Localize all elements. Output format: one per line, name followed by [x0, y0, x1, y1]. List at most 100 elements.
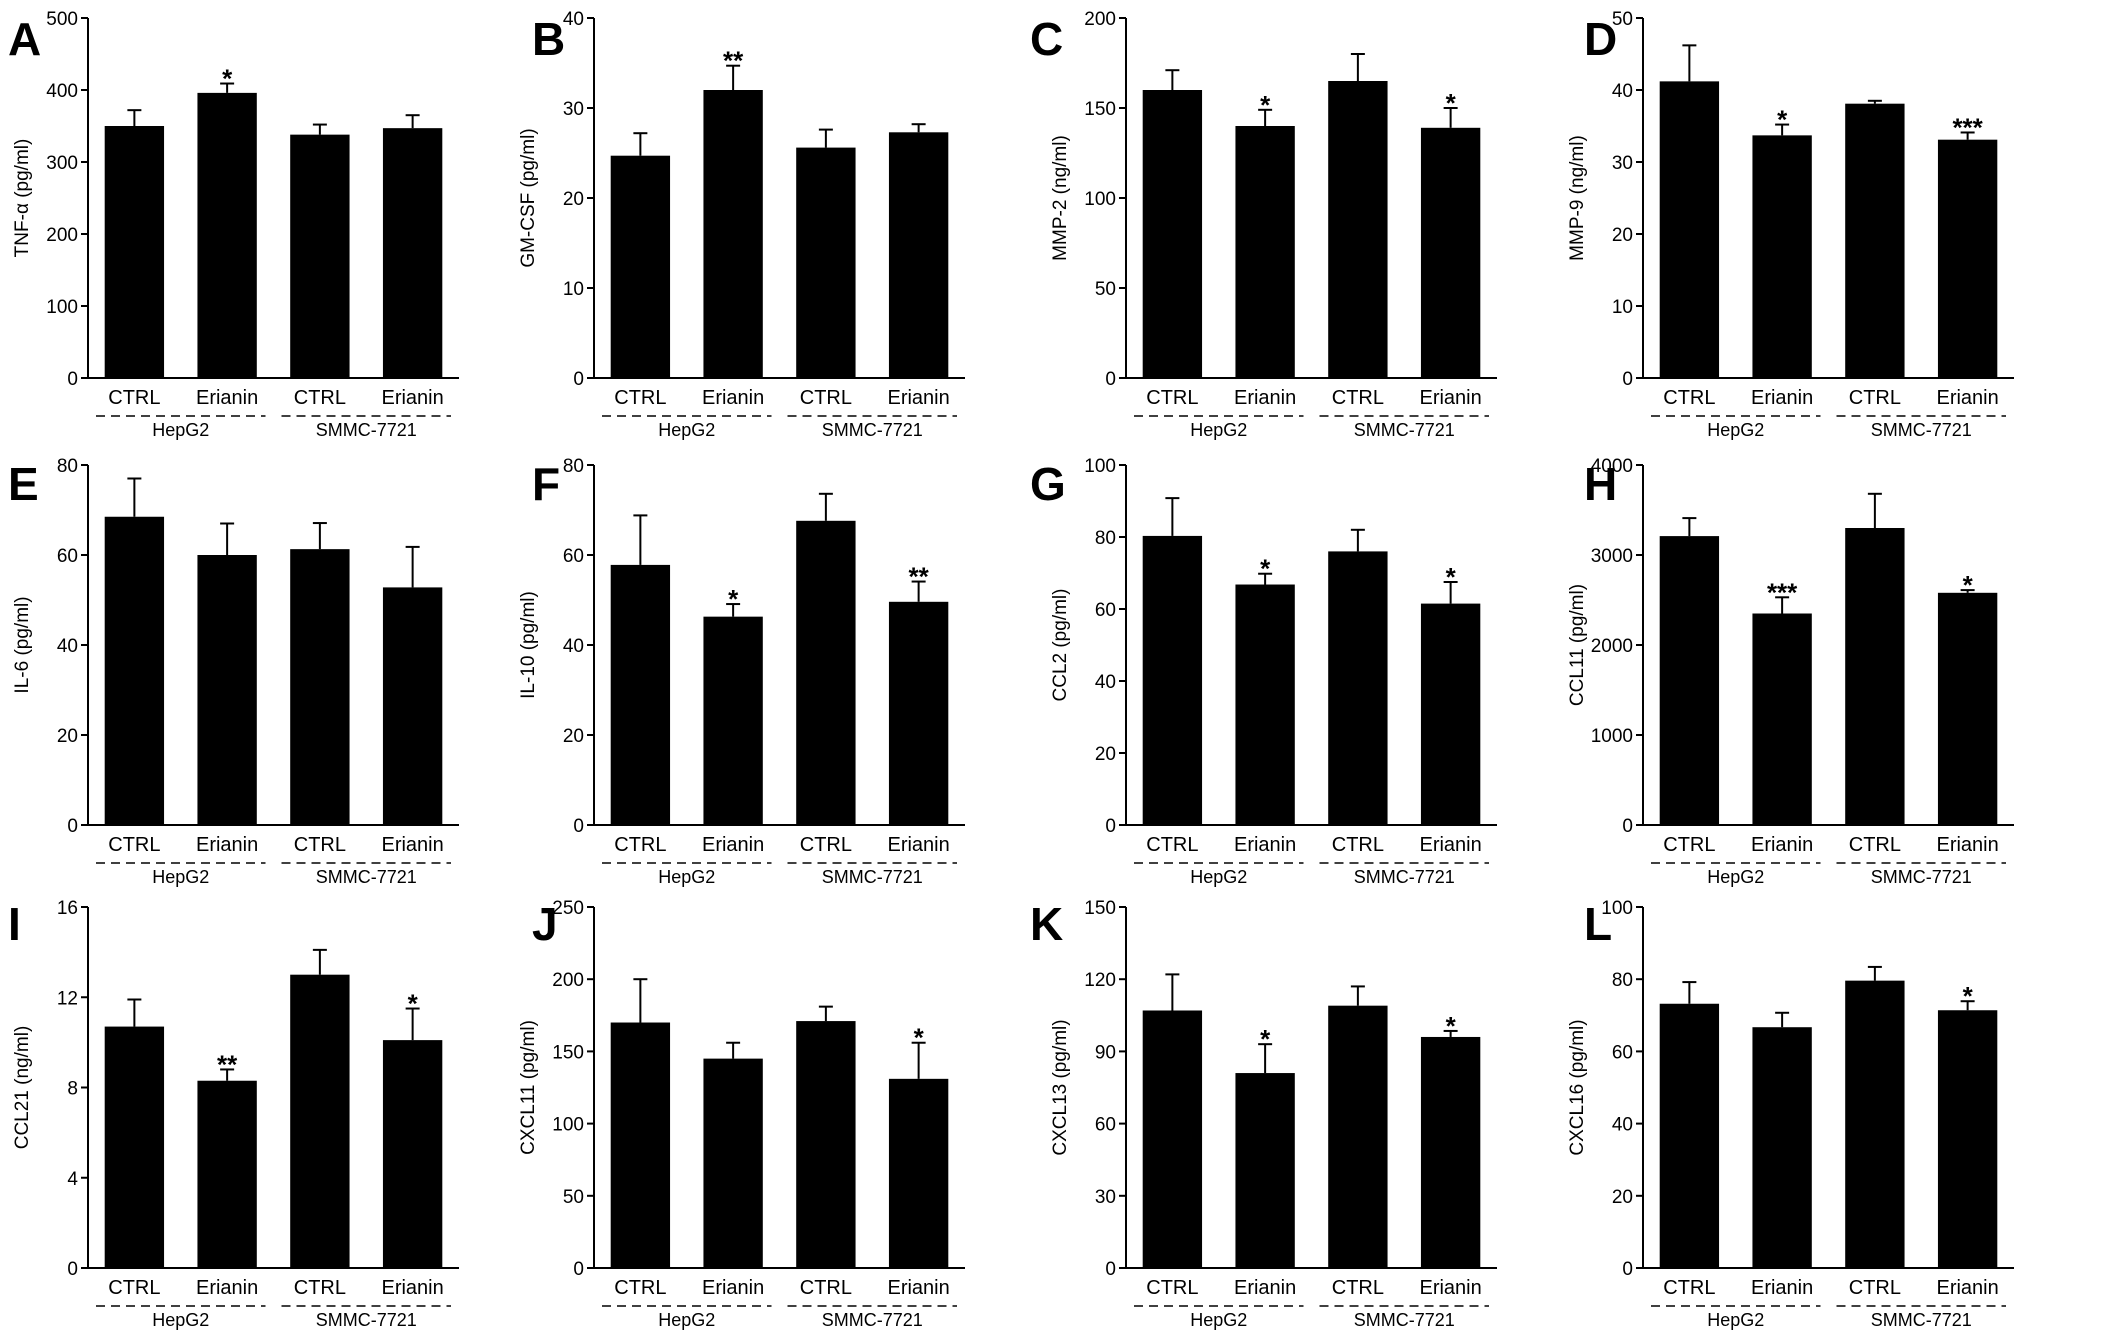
y-tick-label: 12: [57, 988, 78, 1009]
group-label: SMMC-7721: [1871, 867, 1972, 887]
bar: [1845, 103, 1905, 379]
group-label: SMMC-7721: [1354, 1310, 1455, 1330]
category-label: CTRL: [1332, 387, 1384, 409]
category-label: Erianin: [887, 387, 949, 409]
y-tick-label: 150: [1084, 99, 1116, 120]
bar: [1659, 81, 1720, 379]
panel-letter: L: [1584, 898, 1612, 950]
panel-letter: K: [1030, 898, 1063, 950]
category-label: CTRL: [1332, 1277, 1384, 1299]
category-label: Erianin: [1936, 834, 1998, 856]
significance-marker: **: [909, 562, 930, 592]
significance-marker: *: [222, 64, 233, 94]
bar: [1142, 535, 1203, 825]
category-label: CTRL: [1146, 834, 1198, 856]
y-tick-label: 10: [1612, 297, 1633, 318]
bar: [703, 1058, 763, 1268]
y-tick-label: 100: [1601, 898, 1633, 919]
panel-g: G 0 20 40 60 80 100 CCL2 (pg/ml) CTRL * Erianin CTR…: [1030, 456, 1497, 887]
y-tick-label: 40: [57, 636, 78, 657]
bar: [1328, 551, 1388, 825]
group-label: SMMC-7721: [316, 420, 417, 440]
y-tick-label: 0: [67, 816, 78, 837]
category-label: CTRL: [800, 834, 852, 856]
significance-marker: *: [914, 1023, 925, 1053]
panel-j: J 0 50 100 150 200 250 CXCL11 (pg/ml) CTRL Eriani…: [518, 898, 965, 1330]
bar: [290, 134, 350, 378]
significance-marker: *: [1446, 562, 1457, 592]
bar: [1937, 1010, 1998, 1268]
group-label: HepG2: [1190, 1310, 1247, 1330]
bar: [796, 520, 856, 825]
panel-c: C 0 50 100 150 200 MMP-2 (ng/ml) CTRL * Erianin CT…: [1030, 9, 1497, 440]
category-label: Erianin: [381, 1277, 443, 1299]
y-tick-label: 80: [1095, 528, 1116, 549]
bar: [382, 587, 443, 825]
y-tick-label: 20: [563, 189, 584, 210]
category-label: CTRL: [108, 834, 160, 856]
bar: [796, 147, 856, 378]
group-label: SMMC-7721: [822, 1310, 923, 1330]
y-tick-label: 80: [57, 456, 78, 477]
category-label: CTRL: [1663, 1277, 1715, 1299]
y-tick-label: 0: [1105, 816, 1116, 837]
panel-letter: J: [532, 898, 558, 950]
y-tick-label: 0: [67, 369, 78, 390]
panel-letter: D: [1584, 13, 1617, 65]
y-tick-label: 0: [1622, 816, 1633, 837]
bar: [1659, 536, 1720, 825]
bar: [290, 974, 350, 1268]
group-label: SMMC-7721: [822, 420, 923, 440]
significance-marker: *: [1777, 105, 1788, 135]
bar: [197, 92, 257, 378]
category-label: CTRL: [1146, 1277, 1198, 1299]
y-axis-label: CCL11 (pg/ml): [1567, 584, 1588, 706]
panel-letter: I: [8, 898, 21, 950]
bar: [1142, 1010, 1203, 1268]
category-label: CTRL: [1663, 834, 1715, 856]
y-tick-label: 3000: [1591, 546, 1633, 567]
y-tick-label: 60: [563, 546, 584, 567]
category-label: CTRL: [800, 1277, 852, 1299]
y-axis-label: CXCL11 (pg/ml): [518, 1020, 539, 1155]
y-tick-label: 20: [1612, 1187, 1633, 1208]
y-tick-label: 0: [1105, 369, 1116, 390]
y-tick-label: 60: [1095, 600, 1116, 621]
category-label: Erianin: [381, 387, 443, 409]
category-label: Erianin: [381, 834, 443, 856]
panel-letter: B: [532, 13, 565, 65]
group-label: HepG2: [152, 420, 209, 440]
significance-marker: *: [1260, 90, 1271, 120]
group-label: SMMC-7721: [316, 867, 417, 887]
category-label: CTRL: [294, 1277, 346, 1299]
bar: [290, 549, 350, 825]
category-label: Erianin: [887, 1277, 949, 1299]
y-tick-label: 40: [563, 636, 584, 657]
group-label: HepG2: [1190, 867, 1247, 887]
y-tick-label: 20: [563, 726, 584, 747]
category-label: CTRL: [1146, 387, 1198, 409]
panel-l: L 0 20 40 60 80 100 CXCL16 (pg/ml) CTRL Erianin CT…: [1567, 898, 2014, 1330]
category-label: Erianin: [1234, 1277, 1296, 1299]
bar: [1752, 1027, 1812, 1268]
panel-d: D 0 10 20 30 40 50 MMP-9 (ng/ml) CTRL * Erianin CTR…: [1567, 9, 2014, 440]
group-label: SMMC-7721: [1354, 420, 1455, 440]
y-axis-label: CCL2 (pg/ml): [1050, 589, 1071, 702]
significance-marker: **: [217, 1049, 238, 1079]
category-label: Erianin: [1419, 834, 1481, 856]
panel-letter: G: [1030, 458, 1066, 510]
bar: [1235, 126, 1295, 378]
bar: [888, 601, 949, 825]
y-tick-label: 400: [46, 81, 78, 102]
group-label: HepG2: [1190, 420, 1247, 440]
panel-a: A 0 100 200 300 400 500 TNF-α (pg/ml) CTRL * Erian…: [8, 9, 459, 440]
category-label: Erianin: [196, 387, 258, 409]
bar: [888, 132, 949, 378]
y-tick-label: 60: [1612, 1042, 1633, 1063]
y-tick-label: 120: [1084, 970, 1116, 991]
category-label: Erianin: [1419, 1277, 1481, 1299]
bar: [1752, 613, 1812, 825]
category-label: Erianin: [1751, 387, 1813, 409]
group-label: SMMC-7721: [316, 1310, 417, 1330]
category-label: Erianin: [1234, 834, 1296, 856]
